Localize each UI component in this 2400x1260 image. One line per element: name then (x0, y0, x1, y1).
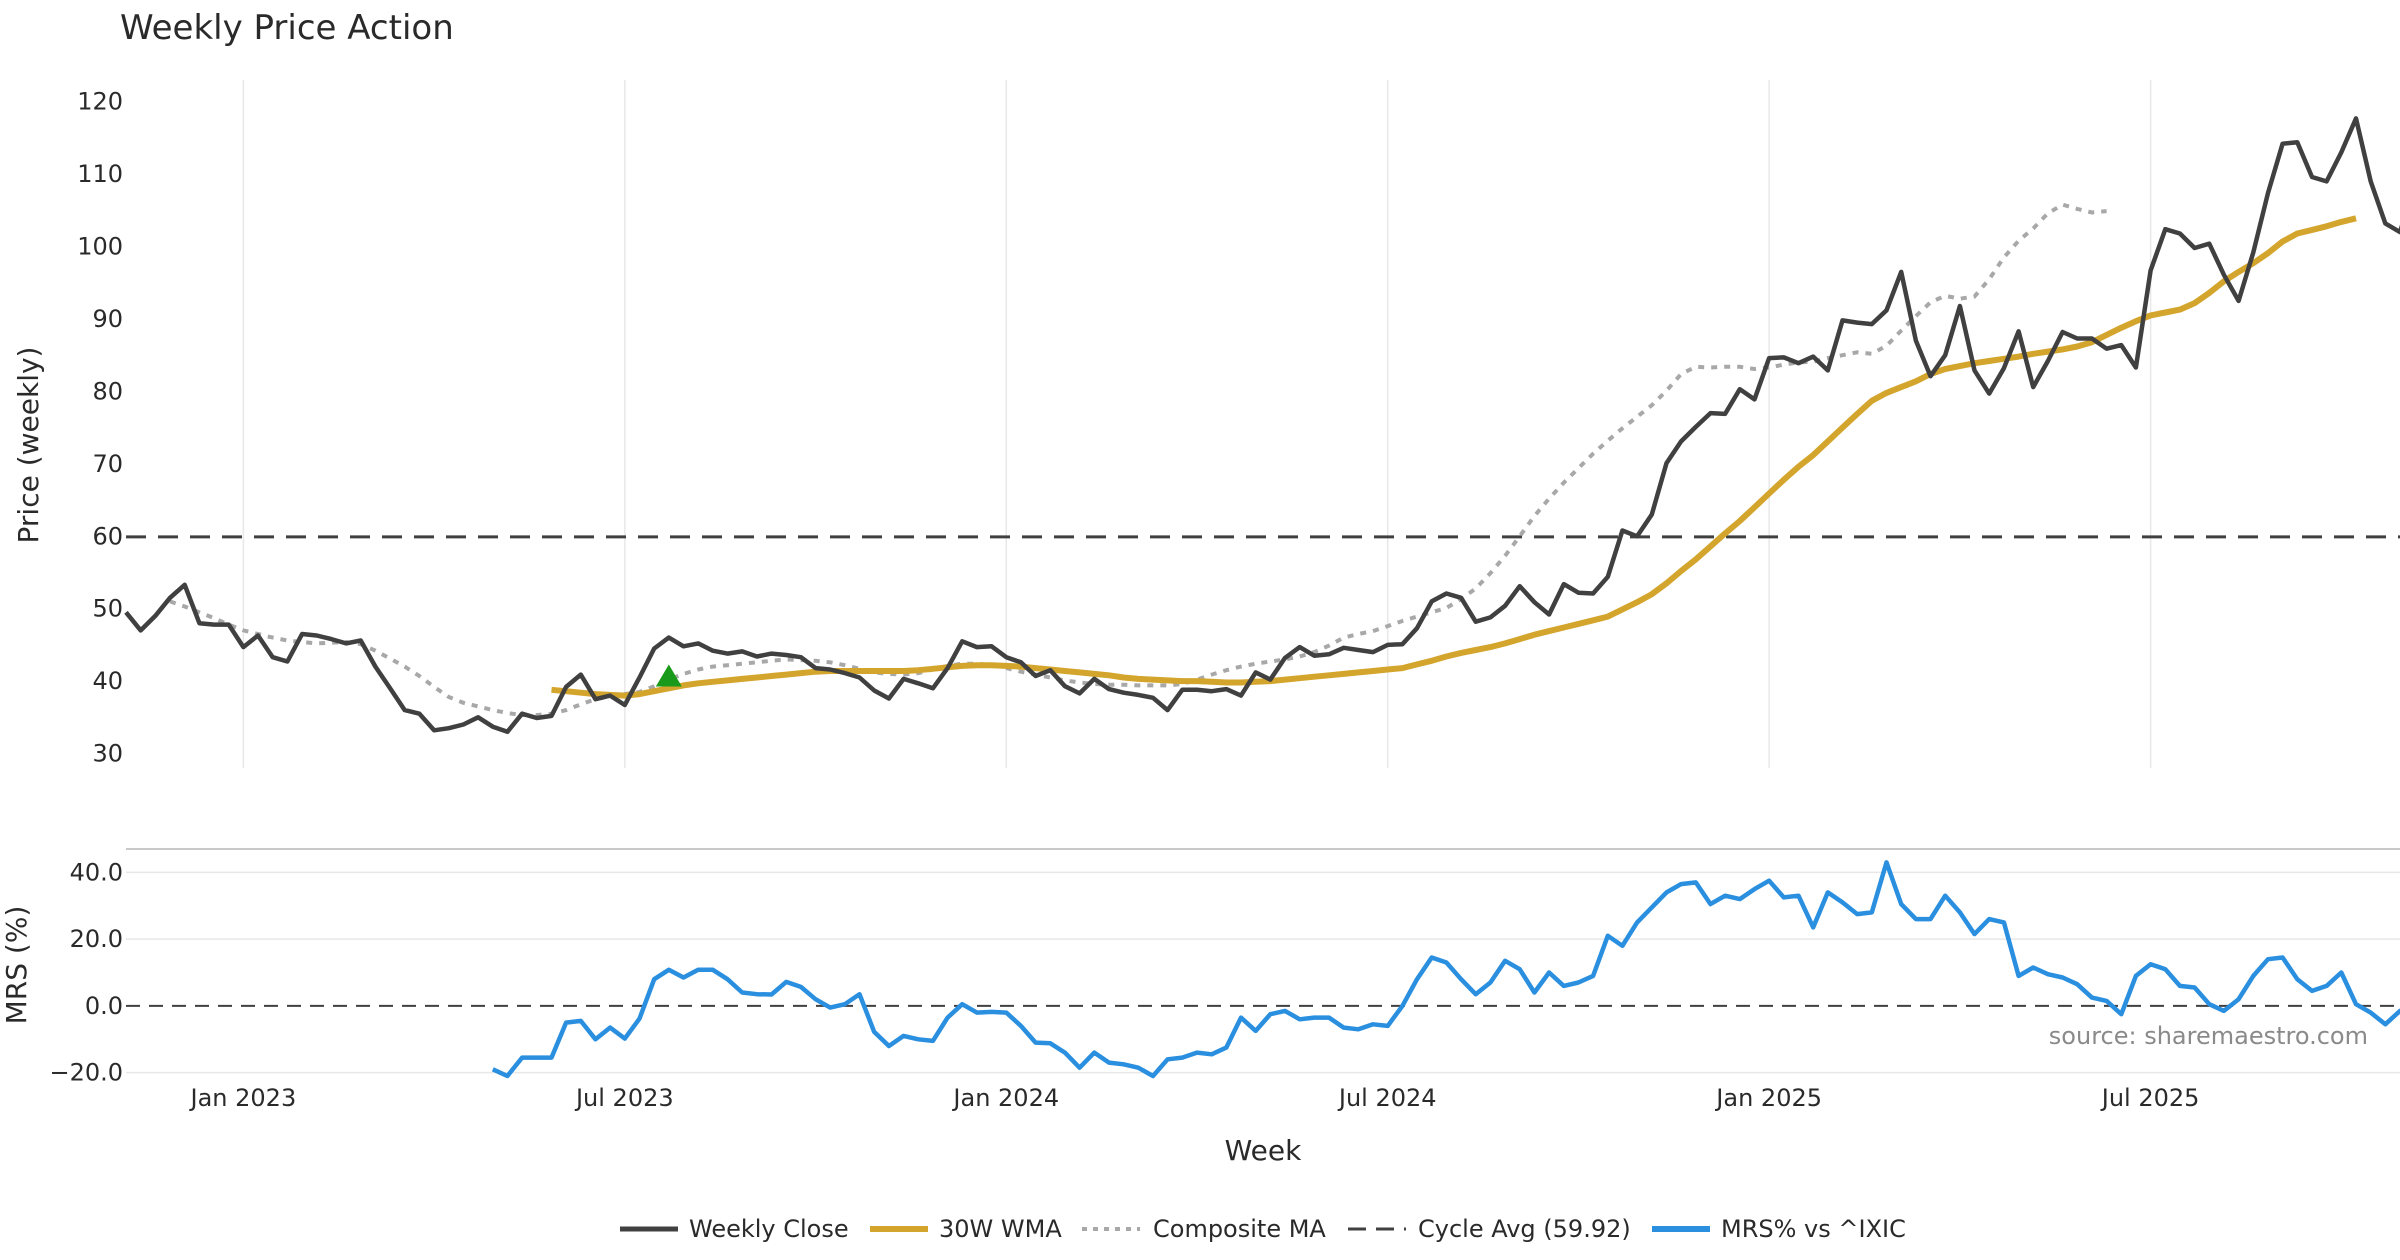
price-y-tick-label: 30 (92, 740, 123, 768)
price-gridlines (242, 80, 2152, 768)
legend-label-wma: 30W WMA (939, 1215, 1062, 1243)
x-tick-label: Jan 2024 (951, 1084, 1059, 1112)
legend-label-weekly-close: Weekly Close (689, 1215, 849, 1243)
x-tick-label: Jan 2023 (189, 1084, 297, 1112)
x-axis-label: Week (1225, 1134, 1302, 1167)
mrs-line (491, 860, 2400, 1079)
price-y-axis-label: Price (weekly) (12, 347, 45, 544)
mrs-y-tick-label: 40.0 (70, 858, 123, 886)
legend: Weekly Close 30W WMA Composite MA Cycle … (620, 1215, 1906, 1243)
mrs-y-tick-label: 20.0 (70, 925, 123, 953)
legend-weekly-close: Weekly Close (620, 1215, 849, 1243)
legend-cycle-avg: Cycle Avg (59.92) (1348, 1215, 1631, 1243)
weekly-close-line (124, 116, 2400, 735)
price-y-tick-label: 70 (92, 450, 123, 478)
price-y-tick-label: 60 (92, 522, 123, 550)
legend-composite-ma: Composite MA (1082, 1215, 1326, 1243)
mrs-panel: −20.0 0.0 20.0 40.0 MRS (%) source: sharema… (0, 848, 2400, 1087)
legend-label-composite-ma: Composite MA (1153, 1215, 1326, 1243)
mrs-y-axis-label: MRS (%) (0, 906, 33, 1025)
price-y-tick-label: 100 (77, 233, 123, 261)
price-y-ticks: 30 40 50 60 70 80 90 100 110 120 (77, 88, 123, 768)
price-y-tick-label: 120 (77, 88, 123, 116)
chart-title: Weekly Price Action (120, 8, 454, 48)
x-axis-ticks: Jan 2023 Jul 2023 Jan 2024 Jul 2024 Jan 2025… (189, 1084, 2200, 1112)
price-y-tick-label: 80 (92, 377, 123, 405)
mrs-y-tick-label: −20.0 (49, 1059, 123, 1087)
mrs-y-ticks: −20.0 0.0 20.0 40.0 (49, 858, 123, 1086)
price-panel: 30 40 50 60 70 80 90 100 110 120 Price (weekly) (12, 80, 2400, 768)
legend-wma: 30W WMA (870, 1215, 1062, 1243)
source-text: source: sharemaestro.com (2049, 1022, 2368, 1050)
price-y-tick-label: 50 (92, 595, 123, 623)
legend-label-cycle-avg: Cycle Avg (59.92) (1418, 1215, 1631, 1243)
x-tick-label: Jul 2024 (1337, 1084, 1437, 1112)
legend-mrs: MRS% vs ^IXIC (1652, 1215, 1906, 1243)
x-tick-label: Jan 2025 (1714, 1084, 1822, 1112)
composite-ma-line (169, 202, 2107, 718)
price-y-tick-label: 40 (92, 667, 123, 695)
legend-label-mrs: MRS% vs ^IXIC (1721, 1215, 1906, 1243)
price-y-tick-label: 90 (92, 305, 123, 333)
buy-signal-triangle (655, 664, 682, 687)
price-y-tick-label: 110 (77, 160, 123, 188)
mrs-y-tick-label: 0.0 (85, 992, 123, 1020)
wma-30w-line (551, 215, 2357, 699)
x-tick-label: Jul 2023 (574, 1084, 674, 1112)
x-tick-label: Jul 2025 (2100, 1084, 2200, 1112)
